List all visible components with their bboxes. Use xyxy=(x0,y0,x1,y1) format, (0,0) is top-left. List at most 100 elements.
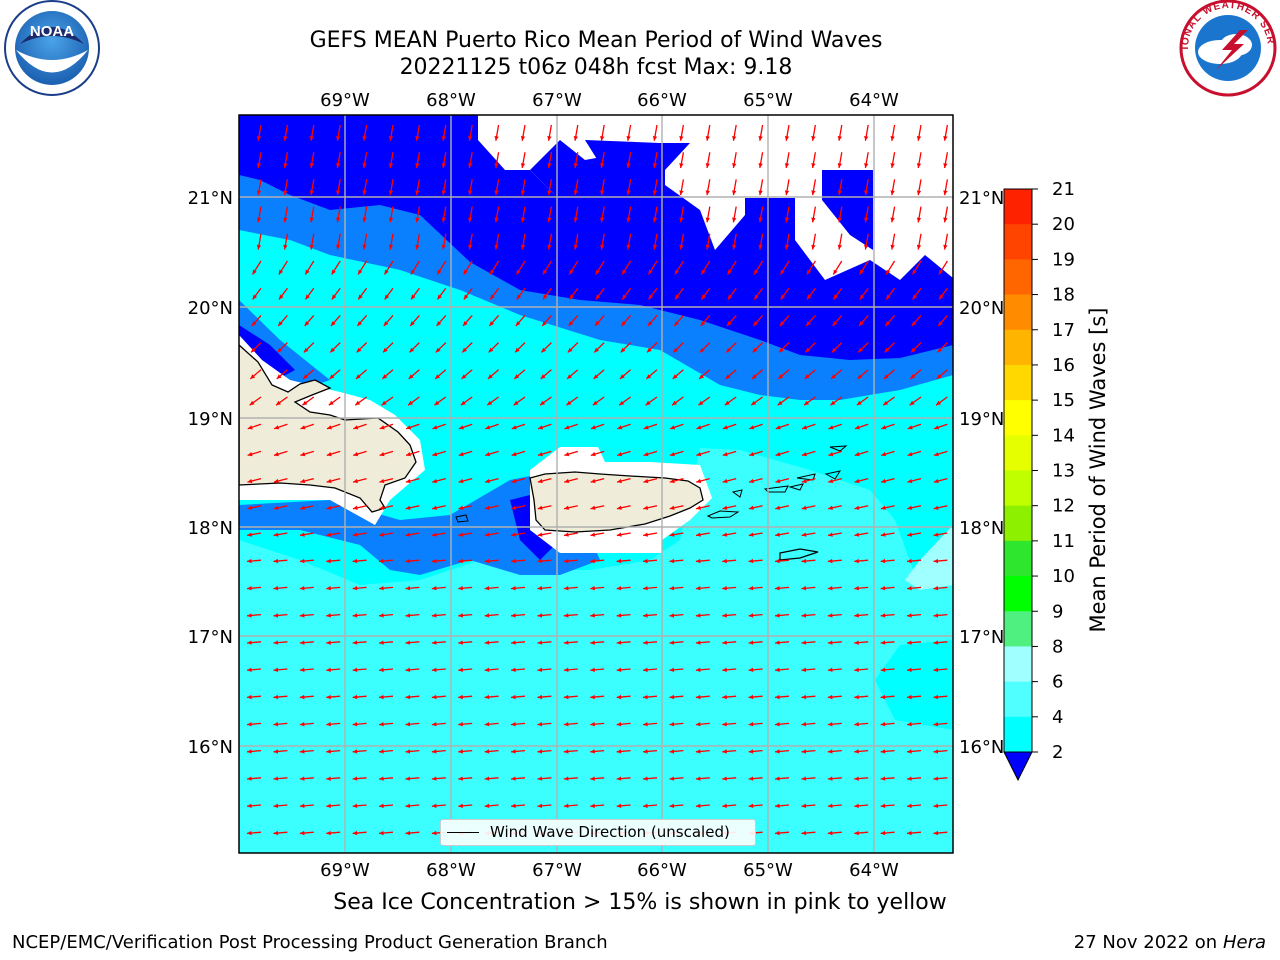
wave-arrow-head xyxy=(362,135,367,141)
wave-arrow-head xyxy=(801,776,807,781)
lat-label-right: 16°N xyxy=(959,737,1004,758)
wave-arrow-head xyxy=(881,452,887,457)
wave-arrow-head xyxy=(679,190,684,196)
wave-arrow-head xyxy=(801,749,807,754)
wave-arrow-head xyxy=(431,640,437,645)
wave-arrow-head xyxy=(405,613,411,618)
map-legend: Wind Wave Direction (unscaled) xyxy=(440,819,756,846)
wave-arrow-head xyxy=(458,452,464,457)
wave-arrow-head xyxy=(299,613,305,618)
wave-arrow-head xyxy=(352,613,358,618)
colorbar-segment xyxy=(1004,505,1032,542)
wave-arrow-head xyxy=(247,478,253,484)
mona-island xyxy=(455,514,469,523)
wave-arrow-head xyxy=(854,830,859,836)
wave-arrow-head xyxy=(933,532,939,537)
wave-arrow-head xyxy=(487,374,493,379)
wave-arrow-head xyxy=(520,135,526,141)
virgin-gorda-island xyxy=(824,470,842,480)
colorbar-segment xyxy=(1004,259,1032,296)
wave-arrow-head xyxy=(936,374,942,379)
wave-arrow-head xyxy=(828,478,834,484)
wave-arrow-head xyxy=(827,830,833,836)
wave-arrow-head xyxy=(779,321,785,326)
wave-arrow-head xyxy=(309,135,314,141)
wave-arrow-head xyxy=(250,374,256,379)
colorbar-tick-label: 6 xyxy=(1052,672,1063,693)
wave-arrow-head xyxy=(485,478,490,484)
wave-arrow-head xyxy=(827,776,833,781)
wave-arrow-head xyxy=(938,269,944,275)
wave-arrow-head xyxy=(273,776,279,781)
wave-arrow-head xyxy=(827,667,833,672)
colorbar-segment xyxy=(1004,470,1032,507)
wave-arrow-head xyxy=(352,558,358,564)
wave-arrow-head xyxy=(573,190,578,196)
wave-arrow-head xyxy=(567,347,573,353)
wave-arrow-head xyxy=(484,803,490,808)
wave-arrow-head xyxy=(705,135,710,141)
axis-labels: 69°W 68°W 67°W 66°W 65°W 64°W 69°W 68°W … xyxy=(188,90,1005,881)
wave-arrow-head xyxy=(468,217,473,223)
wave-arrow-head xyxy=(300,425,306,430)
wave-arrow-head xyxy=(566,400,572,406)
wave-arrow-head xyxy=(537,640,543,645)
wave-arrow-head xyxy=(299,722,305,727)
wave-arrow-head xyxy=(933,722,939,727)
wave-arrow-head xyxy=(405,722,411,727)
wave-arrow-head xyxy=(309,217,314,223)
wave-arrow-head xyxy=(490,294,495,300)
wave-arrow-head xyxy=(775,830,780,836)
wave-arrow-head xyxy=(775,667,780,672)
wave-arrow-head xyxy=(484,749,490,754)
lon-label-top: 67°W xyxy=(532,90,582,111)
wave-arrow-head xyxy=(331,321,336,326)
colorbar-segment xyxy=(1004,400,1032,436)
wave-arrow-head xyxy=(388,244,394,250)
wave-arrow-head xyxy=(643,505,649,510)
wave-arrow-head xyxy=(353,452,359,457)
wave-arrow-head xyxy=(727,294,733,300)
wave-arrow-head xyxy=(801,586,807,591)
wave-arrow-head xyxy=(881,478,886,484)
wave-arrow-head xyxy=(415,163,420,168)
wave-arrow-head xyxy=(537,694,543,700)
wave-arrow-head xyxy=(749,452,755,457)
wave-arrow-head xyxy=(647,347,652,353)
wave-arrow-head xyxy=(600,135,605,141)
wave-arrow-head xyxy=(484,667,490,672)
wave-arrow-head xyxy=(669,640,675,645)
wave-arrow-head xyxy=(827,586,833,591)
wave-arrow-head xyxy=(811,217,816,223)
wave-arrow-head xyxy=(910,374,916,379)
wave-arrow-head xyxy=(383,347,388,353)
wave-arrow-head xyxy=(484,532,490,537)
wave-arrow-head xyxy=(352,722,358,727)
wave-arrow-head xyxy=(837,163,842,168)
nws-logo: NATIONAL WEATHER SERVICE xyxy=(0,0,1277,97)
wave-arrow-head xyxy=(484,640,490,645)
wave-arrow-head xyxy=(484,505,490,510)
colorbar-segment xyxy=(1004,224,1032,260)
wave-arrow-head xyxy=(511,532,517,537)
wave-arrow-head xyxy=(541,347,547,353)
wave-arrow-head xyxy=(943,163,948,168)
lat-label-left: 16°N xyxy=(188,737,233,758)
wave-arrow-head xyxy=(432,452,438,457)
wave-arrow-head xyxy=(775,749,780,754)
wave-arrow-head xyxy=(643,452,649,457)
wave-arrow-head xyxy=(722,722,727,727)
wave-arrow-head xyxy=(384,269,389,275)
colorbar-segment xyxy=(1004,611,1032,647)
wave-arrow-head xyxy=(300,505,305,510)
wave-arrow-head xyxy=(907,613,912,618)
wave-arrow-head xyxy=(695,586,701,591)
wave-arrow-head xyxy=(784,163,790,168)
wave-arrow-head xyxy=(907,667,912,672)
wave-arrow-head xyxy=(569,269,574,275)
wave-arrow-head xyxy=(540,400,545,406)
wave-arrow-head xyxy=(458,640,463,645)
wave-arrow-head xyxy=(933,640,939,645)
wave-arrow-head xyxy=(458,694,463,700)
wave-arrow-head xyxy=(278,269,284,275)
